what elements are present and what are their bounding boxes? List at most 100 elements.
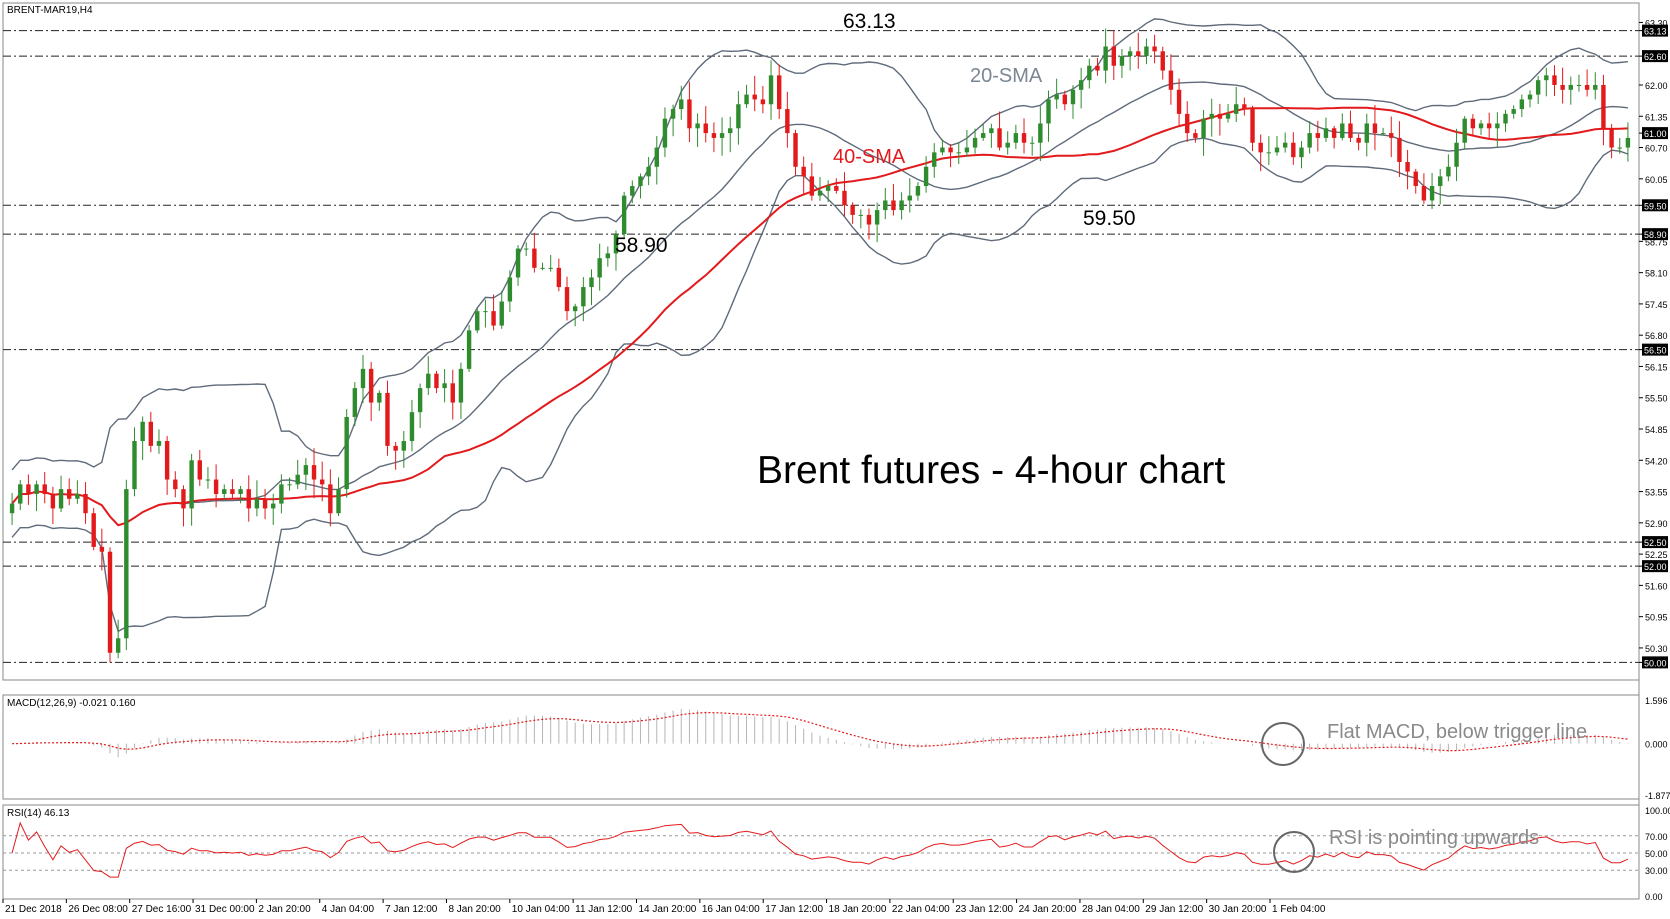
candle-body (728, 128, 733, 134)
macd-panel: 1.596 0.000 -1.877 (12, 696, 1670, 801)
candle-body (352, 388, 358, 417)
candle-body (99, 546, 105, 552)
candle-body (948, 147, 953, 153)
candle-body (377, 392, 382, 403)
candle-body (915, 186, 921, 196)
price-tag-label: 56.50 (1644, 346, 1667, 356)
candle-body (75, 493, 80, 499)
candle-body (303, 465, 309, 475)
price-tag (1642, 127, 1668, 140)
candle-body (491, 311, 496, 326)
candle-body (1160, 51, 1165, 71)
candle-body (662, 118, 668, 148)
candle-body (1576, 84, 1582, 86)
candle-body (785, 109, 790, 134)
candle-body (1111, 46, 1116, 66)
chart-title: Brent futures - 4-hour chart (757, 449, 1225, 492)
candle-body (311, 465, 317, 480)
rsi-tick-label: 0.00 (1645, 892, 1663, 902)
candle-body (434, 373, 439, 389)
rsi-panel: 100.00 70.00 50.00 30.00 0.00 (3, 806, 1670, 902)
rsi-tick-label: 50.00 (1645, 849, 1668, 859)
candle-body (899, 200, 904, 211)
candle-body (866, 214, 872, 225)
candle-body (589, 277, 594, 288)
time-tick-label: 21 Dec 2018 (5, 904, 62, 915)
candle-body (1070, 89, 1076, 105)
candle-body (1470, 118, 1476, 129)
candle-body (793, 133, 798, 167)
candle-body (115, 638, 121, 653)
candle-body (989, 128, 994, 134)
candle-body (597, 258, 602, 278)
candle-body (760, 99, 766, 105)
candle-body (1544, 75, 1549, 81)
candle-body (393, 445, 398, 451)
candle-body (997, 128, 1002, 148)
candle-body (50, 493, 56, 509)
candle-body (1389, 133, 1394, 138)
candle-body (719, 133, 725, 138)
candle-body (695, 123, 700, 129)
price-tag (1642, 24, 1668, 37)
candle-body (932, 152, 937, 167)
price-tag (1642, 656, 1668, 669)
candle-body (891, 200, 896, 211)
candle-body (67, 489, 72, 499)
candle-body (360, 368, 366, 389)
candle-body (197, 460, 202, 480)
candle-body (173, 479, 178, 490)
horizontal-levels (3, 30, 1639, 663)
time-tick-label: 18 Jan 20:00 (829, 904, 887, 915)
candle-body (1176, 89, 1182, 114)
candle-body (703, 123, 708, 134)
candle-body (638, 176, 643, 187)
price-tag-label: 52.00 (1644, 562, 1667, 572)
candle-body (18, 484, 23, 504)
price-tick-label: 52.90 (1645, 519, 1668, 529)
candle-body (801, 166, 806, 177)
annotation-low-5890: 58.90 (615, 234, 668, 257)
price-tag-label: 58.90 (1644, 230, 1667, 240)
rsi-highlight-circle (1273, 831, 1315, 873)
candle-body (222, 489, 227, 494)
price-tag (1642, 199, 1668, 212)
macd-label: MACD(12,26,9) -0.021 0.160 (7, 698, 136, 709)
candle-body (1078, 80, 1084, 90)
candle-body (1454, 142, 1459, 167)
candle-body (1029, 142, 1035, 144)
price-tick-label: 54.20 (1645, 456, 1668, 466)
candle-body (1552, 75, 1557, 85)
candle-body (458, 368, 464, 403)
price-tick-label: 61.35 (1645, 112, 1668, 122)
rsi-tick-label: 70.00 (1645, 832, 1668, 842)
candle-body (1617, 147, 1622, 149)
price-tick-label: 56.80 (1645, 331, 1668, 341)
candle-body (295, 474, 300, 485)
candle-body (670, 109, 676, 119)
candle-body (475, 311, 480, 331)
candle-body (442, 383, 447, 389)
candle-body (1046, 99, 1051, 124)
candle-body (923, 166, 929, 187)
candle-body (409, 412, 415, 442)
price-tick-label: 58.10 (1645, 269, 1668, 279)
candle-body (825, 186, 831, 191)
candle-body (1201, 118, 1206, 138)
candle-body (1299, 147, 1304, 158)
price-tick-label: 62.00 (1645, 81, 1668, 91)
candle-body (972, 137, 978, 148)
candle-body (450, 383, 455, 403)
macd-note: Flat MACD, below trigger line (1327, 721, 1587, 743)
candle-body (752, 94, 757, 100)
candle-body (262, 498, 268, 509)
candle-body (319, 479, 325, 485)
symbol-label: BRENT-MAR19,H4 (7, 5, 93, 16)
candle-body (1405, 161, 1410, 172)
candle-body (532, 248, 537, 268)
price-tag-label: 61.00 (1644, 129, 1667, 139)
upper-band (11, 18, 1628, 471)
candle-body (1356, 137, 1361, 143)
candle-body (287, 484, 292, 486)
candle-body (1413, 171, 1418, 187)
